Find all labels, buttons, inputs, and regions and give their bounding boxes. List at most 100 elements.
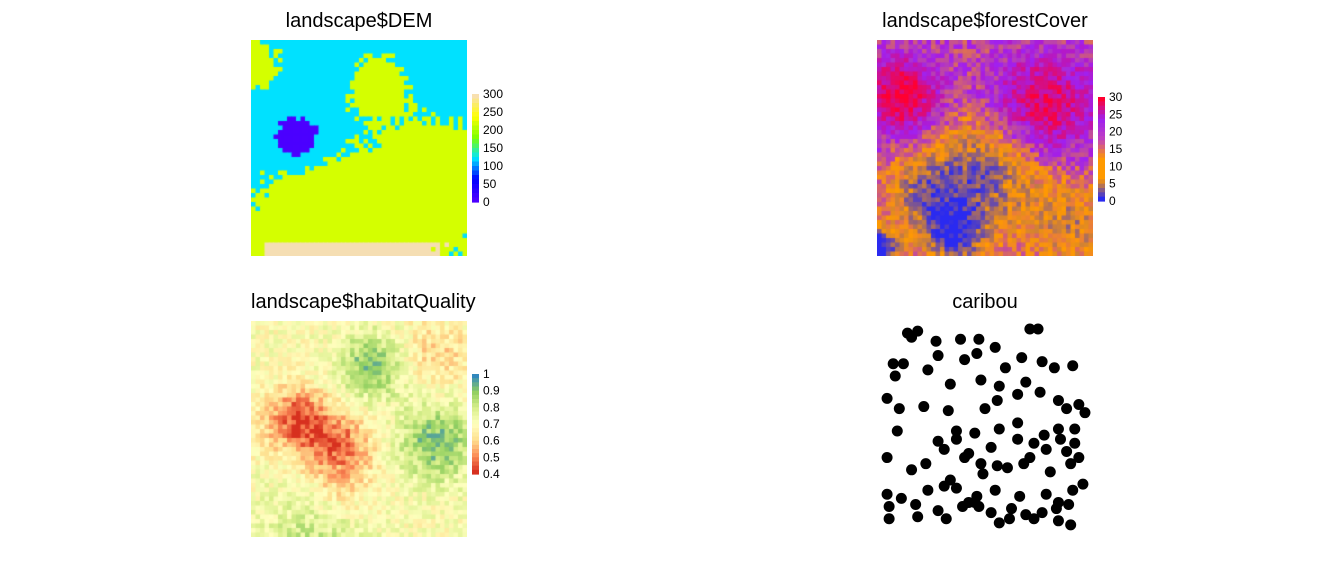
caribou-point bbox=[940, 513, 952, 525]
caribou-point bbox=[991, 460, 1003, 472]
caribou-point bbox=[989, 341, 1001, 353]
caribou-point bbox=[932, 435, 944, 447]
caribou-point bbox=[1077, 478, 1089, 490]
legend-tick-label: 10 bbox=[1109, 159, 1123, 173]
caribou-point bbox=[889, 370, 901, 382]
legend-tick-label: 0.7 bbox=[483, 417, 500, 431]
legend-tick-label: 25 bbox=[1109, 107, 1123, 121]
caribou-point bbox=[1052, 394, 1064, 406]
caribou-point bbox=[1040, 488, 1052, 500]
caribou-point bbox=[950, 425, 962, 437]
caribou-point bbox=[959, 354, 971, 366]
caribou-point bbox=[1003, 513, 1015, 525]
caribou-point bbox=[1052, 423, 1064, 435]
legend-color-step bbox=[1098, 127, 1105, 133]
legend-tick-label: 0 bbox=[483, 195, 490, 209]
legend-tick-label: 5 bbox=[1109, 177, 1116, 191]
caribou-point bbox=[1040, 443, 1052, 455]
legend-color-step bbox=[472, 457, 479, 463]
legend-color-step bbox=[472, 411, 479, 417]
caribou-point bbox=[938, 480, 950, 492]
caribou-point bbox=[1063, 498, 1075, 510]
legend-color-step bbox=[472, 116, 479, 122]
legend-tick-label: 100 bbox=[483, 159, 503, 173]
caribou-point bbox=[1067, 484, 1079, 496]
caribou-point bbox=[920, 458, 932, 470]
caribou-point bbox=[1079, 407, 1091, 419]
legend-color-step bbox=[1098, 179, 1105, 185]
legend-color-step bbox=[472, 134, 479, 140]
legend-color-step bbox=[472, 166, 479, 172]
legend-color-step bbox=[472, 374, 479, 379]
caribou-point bbox=[1036, 507, 1048, 519]
caribou-point bbox=[969, 496, 981, 508]
legend-color-step bbox=[472, 193, 479, 199]
legend-color-step bbox=[472, 143, 479, 149]
caribou-point bbox=[971, 348, 983, 360]
legend-tick-label: 0.6 bbox=[483, 434, 500, 448]
caribou-point bbox=[1028, 513, 1040, 525]
caribou-point bbox=[1044, 466, 1056, 478]
caribou-point bbox=[932, 350, 944, 362]
caribou-point bbox=[1016, 352, 1028, 364]
caribou-point bbox=[1061, 445, 1073, 457]
legend-color-step bbox=[472, 432, 479, 438]
caribou-point bbox=[1024, 452, 1036, 464]
legend-color-step bbox=[472, 107, 479, 113]
caribou-point bbox=[1032, 323, 1044, 335]
legend-color-step bbox=[1098, 101, 1105, 107]
legend-color-step bbox=[1098, 153, 1105, 159]
legend-tick-label: 30 bbox=[1109, 90, 1123, 104]
caribou-point bbox=[944, 378, 956, 390]
caribou-point bbox=[1012, 433, 1024, 445]
caribou-point bbox=[942, 405, 954, 417]
legend-tick-label: 300 bbox=[483, 87, 503, 101]
forestcover-raster-map bbox=[877, 40, 1093, 256]
caribou-point bbox=[1028, 437, 1040, 449]
caribou-point bbox=[906, 464, 918, 476]
legend-color-step bbox=[1098, 170, 1105, 176]
legend-color-step bbox=[472, 157, 479, 163]
legend-color-step bbox=[472, 424, 479, 429]
caribou-point bbox=[883, 513, 895, 525]
caribou-point bbox=[1065, 458, 1077, 470]
legend-color-step bbox=[1098, 110, 1105, 115]
legend-tick-label: 15 bbox=[1109, 142, 1123, 156]
legend-tick-label: 0 bbox=[1109, 194, 1116, 208]
caribou-points-plot bbox=[881, 323, 1091, 531]
caribou-point bbox=[985, 507, 997, 519]
legend-color-step bbox=[472, 378, 479, 383]
legend-color-step bbox=[472, 161, 479, 167]
legend-color-step bbox=[1098, 144, 1105, 150]
legend-color-step bbox=[472, 382, 479, 388]
legend-color-step bbox=[1098, 192, 1105, 198]
caribou-point bbox=[922, 484, 934, 496]
caribou-point bbox=[1048, 362, 1060, 374]
caribou-point bbox=[1073, 399, 1085, 411]
legend-color-step bbox=[1098, 183, 1105, 189]
caribou-point bbox=[887, 358, 899, 370]
caribou-point bbox=[1012, 388, 1024, 400]
legend-color-step bbox=[1098, 188, 1105, 193]
legend-color-step bbox=[1098, 162, 1105, 167]
legend-color-step bbox=[472, 399, 479, 404]
caribou-point bbox=[1069, 423, 1081, 435]
legend-color-step bbox=[472, 444, 479, 450]
legend-tick-label: 150 bbox=[483, 141, 503, 155]
legend-color-step bbox=[1098, 166, 1105, 172]
legend-color-step bbox=[472, 103, 479, 109]
legend-color-step bbox=[1098, 140, 1105, 146]
dem-map-title: landscape$DEM bbox=[285, 10, 433, 32]
caribou-point bbox=[1067, 360, 1079, 372]
caribou-point bbox=[930, 335, 942, 347]
caribou-point bbox=[1061, 403, 1073, 415]
caribou-point bbox=[1050, 503, 1062, 515]
caribou-point bbox=[1065, 519, 1077, 531]
caribou-point bbox=[1073, 452, 1085, 464]
dem-raster-map bbox=[251, 40, 467, 256]
legend-tick-label: 0.5 bbox=[483, 450, 500, 464]
caribou-point bbox=[881, 488, 893, 500]
habitatquality-legend: 1 0.9 0.8 0.7 0.6 0.5 0.4 bbox=[472, 367, 500, 481]
caribou-point bbox=[883, 501, 895, 513]
legend-color-step bbox=[472, 419, 479, 425]
